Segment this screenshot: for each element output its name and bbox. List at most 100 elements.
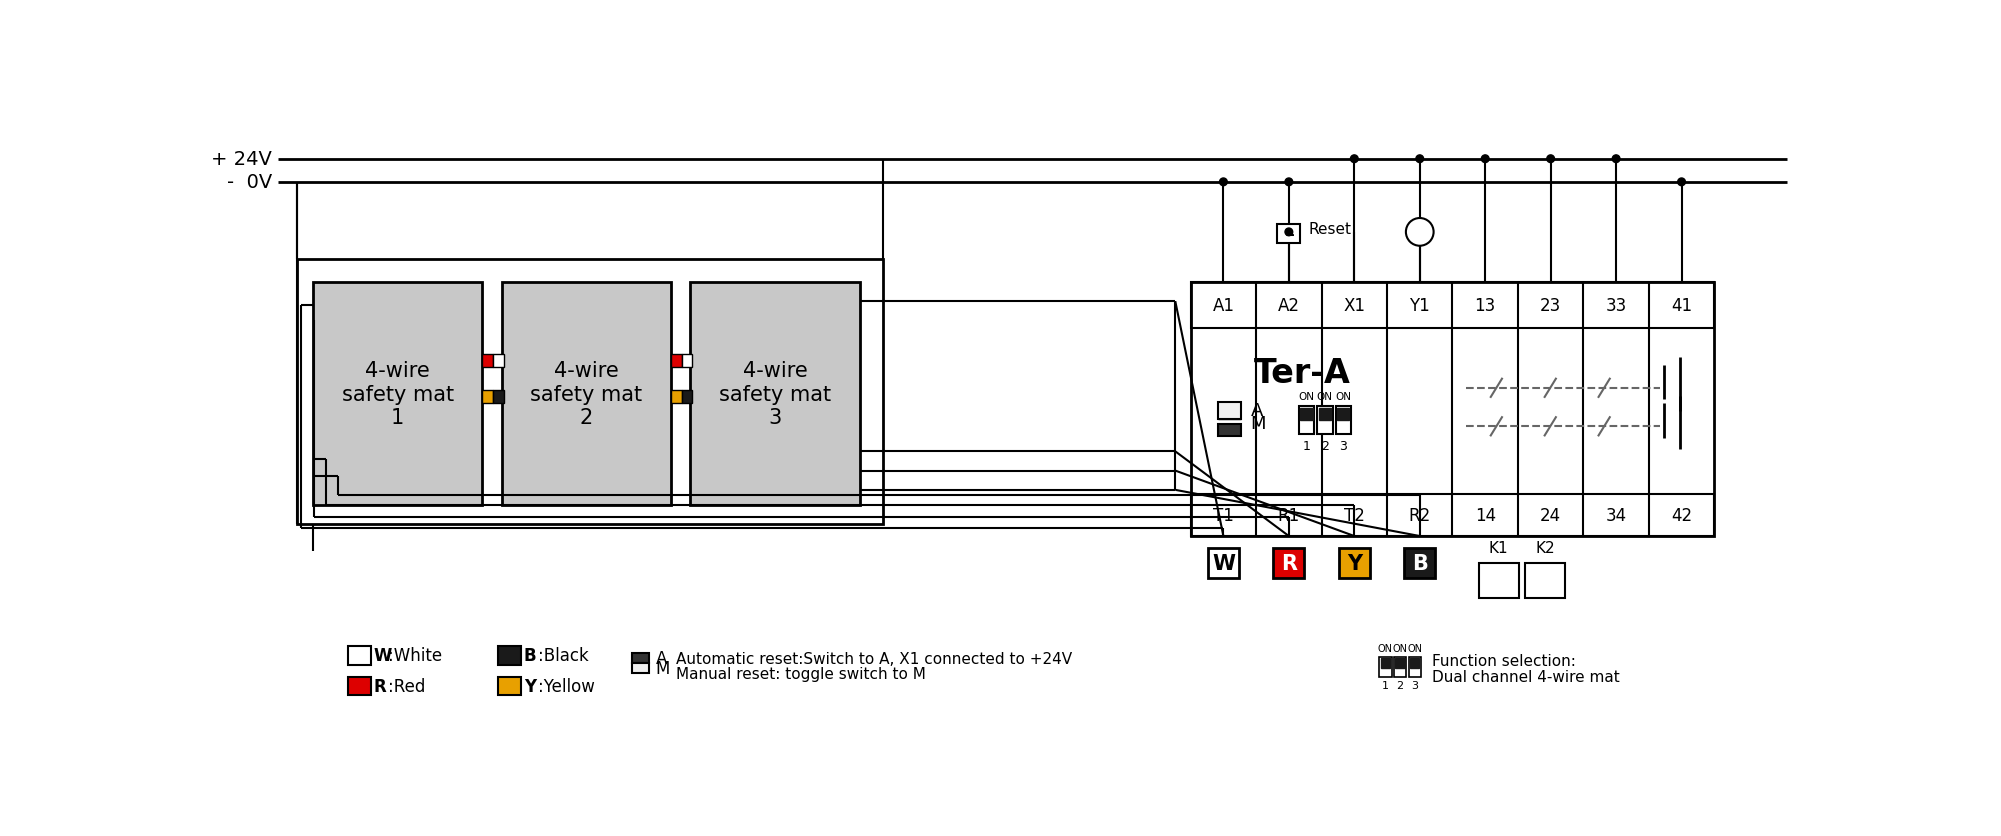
- Bar: [670, 355, 682, 367]
- Text: M: M: [656, 660, 670, 677]
- Text: A1: A1: [1213, 297, 1235, 314]
- Text: Y1: Y1: [1409, 297, 1431, 314]
- Text: :Red: :Red: [388, 677, 424, 696]
- Bar: [1395, 657, 1407, 677]
- Bar: [1335, 407, 1351, 435]
- Text: :Yellow: :Yellow: [538, 677, 594, 696]
- Text: A: A: [1251, 401, 1263, 420]
- Bar: [298, 259, 882, 525]
- Text: 3: 3: [1411, 681, 1419, 691]
- Text: 4-wire
safety mat
3: 4-wire safety mat 3: [718, 361, 830, 427]
- Text: 13: 13: [1475, 297, 1497, 314]
- Bar: [1379, 657, 1391, 677]
- Text: Reset: Reset: [1309, 222, 1351, 237]
- Text: W: W: [374, 646, 392, 665]
- Text: 42: 42: [1671, 507, 1693, 524]
- Text: 14: 14: [1475, 507, 1497, 524]
- Text: B: B: [524, 646, 536, 665]
- Circle shape: [1285, 179, 1293, 186]
- Text: ON: ON: [1299, 391, 1315, 401]
- Text: Dual channel 4-wire mat: Dual channel 4-wire mat: [1433, 669, 1621, 684]
- Text: X1: X1: [1343, 297, 1365, 314]
- Text: 2: 2: [1321, 439, 1329, 452]
- Circle shape: [1547, 155, 1555, 163]
- Bar: [1191, 283, 1715, 329]
- Text: + 24V: + 24V: [212, 150, 272, 169]
- Text: R2: R2: [1409, 507, 1431, 524]
- Text: Ter-A: Ter-A: [1253, 356, 1351, 390]
- Text: :White: :White: [388, 646, 442, 665]
- Bar: [348, 646, 370, 665]
- Bar: [482, 390, 492, 403]
- Text: Function selection:: Function selection:: [1433, 654, 1577, 669]
- Text: K1: K1: [1489, 541, 1509, 556]
- Bar: [1273, 548, 1305, 579]
- Bar: [682, 390, 692, 403]
- Text: 1: 1: [1303, 439, 1311, 452]
- Bar: [1381, 659, 1391, 668]
- Bar: [1191, 494, 1715, 537]
- Text: Y: Y: [524, 677, 536, 696]
- Bar: [1301, 408, 1313, 421]
- Circle shape: [1677, 179, 1685, 186]
- Bar: [492, 355, 504, 367]
- Bar: [1405, 548, 1435, 579]
- Text: ON: ON: [1335, 391, 1351, 401]
- Text: 33: 33: [1605, 297, 1627, 314]
- Text: K2: K2: [1535, 541, 1555, 556]
- Text: A2: A2: [1279, 297, 1301, 314]
- Text: 4-wire
safety mat
2: 4-wire safety mat 2: [530, 361, 642, 427]
- Bar: [1317, 407, 1333, 435]
- Bar: [1209, 548, 1239, 579]
- Text: B: B: [1413, 553, 1427, 573]
- Bar: [682, 355, 692, 367]
- Text: :Black: :Black: [538, 646, 588, 665]
- Bar: [1299, 407, 1315, 435]
- Text: ON: ON: [1379, 643, 1393, 653]
- Bar: [502, 283, 670, 506]
- Circle shape: [1219, 179, 1227, 186]
- Circle shape: [1351, 155, 1359, 163]
- Circle shape: [1481, 155, 1489, 163]
- Text: -  0V: - 0V: [226, 173, 272, 192]
- Text: 24: 24: [1541, 507, 1561, 524]
- Bar: [1395, 659, 1405, 668]
- Bar: [632, 653, 650, 663]
- Text: ON: ON: [1393, 643, 1407, 653]
- Bar: [482, 355, 492, 367]
- Text: M: M: [1251, 415, 1267, 432]
- Text: 2: 2: [1397, 681, 1403, 691]
- Bar: [1219, 424, 1241, 436]
- Text: R: R: [374, 677, 386, 696]
- Bar: [632, 663, 650, 673]
- Bar: [312, 283, 482, 506]
- Bar: [670, 390, 682, 403]
- Text: 34: 34: [1605, 507, 1627, 524]
- Text: ON: ON: [1407, 643, 1423, 653]
- Text: R: R: [1281, 553, 1297, 573]
- Bar: [348, 677, 370, 696]
- Text: 23: 23: [1541, 297, 1561, 314]
- Circle shape: [1417, 155, 1423, 163]
- Bar: [1339, 548, 1371, 579]
- Text: 4-wire
safety mat
1: 4-wire safety mat 1: [342, 361, 454, 427]
- Bar: [1219, 402, 1241, 419]
- Bar: [1191, 283, 1715, 537]
- Bar: [690, 283, 860, 506]
- Circle shape: [1285, 229, 1293, 237]
- Circle shape: [1407, 219, 1433, 247]
- Text: ON: ON: [1317, 391, 1333, 401]
- Text: 1: 1: [1383, 681, 1389, 691]
- Text: Y: Y: [1347, 553, 1363, 573]
- Text: 41: 41: [1671, 297, 1693, 314]
- Bar: [498, 646, 520, 665]
- Text: T1: T1: [1213, 507, 1235, 524]
- Circle shape: [1613, 155, 1621, 163]
- Bar: [1525, 563, 1565, 598]
- Text: 3: 3: [1339, 439, 1347, 452]
- Bar: [1337, 408, 1349, 421]
- Text: T2: T2: [1345, 507, 1365, 524]
- Text: Manual reset: toggle switch to M: Manual reset: toggle switch to M: [676, 666, 926, 681]
- Bar: [1479, 563, 1519, 598]
- Text: R1: R1: [1279, 507, 1301, 524]
